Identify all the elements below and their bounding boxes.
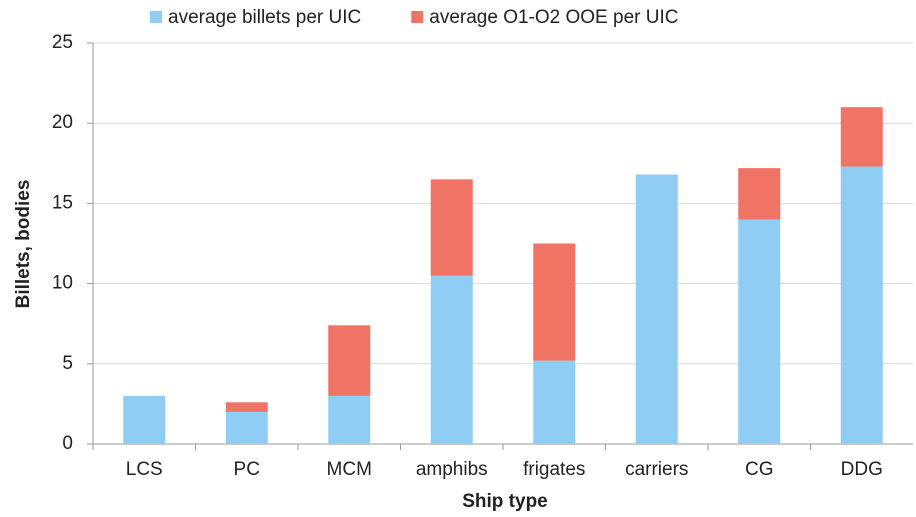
bar-segment <box>328 395 371 444</box>
bar-segment <box>635 174 678 444</box>
bar-segment <box>123 395 166 444</box>
x-tick-label: MCM <box>327 459 372 480</box>
x-tick-label: DDG <box>841 459 883 480</box>
legend-swatch <box>150 11 162 23</box>
bar-segment <box>738 168 781 220</box>
x-tick-label: LCS <box>126 459 163 480</box>
y-tick-label: 0 <box>62 433 73 454</box>
bar-segment <box>430 179 473 276</box>
x-tick-label: CG <box>745 459 774 480</box>
x-axis-title: Ship type <box>462 491 548 512</box>
bar-segment <box>430 275 473 444</box>
y-tick-label: 25 <box>52 32 73 53</box>
y-tick-label: 15 <box>52 192 73 213</box>
bar-segment <box>328 325 371 396</box>
bar-segment <box>225 411 268 444</box>
y-tick-label: 5 <box>62 353 73 374</box>
bar-segment <box>840 107 883 167</box>
x-tick-label: PC <box>234 459 260 480</box>
bar-segment <box>225 402 268 412</box>
y-tick-label: 10 <box>52 273 73 294</box>
legend-label: average O1-O2 OOE per UIC <box>429 7 678 28</box>
bar-segment <box>840 166 883 444</box>
bar-segment <box>533 243 576 361</box>
y-axis-title: Billets, bodies <box>13 180 34 309</box>
x-tick-label: frigates <box>523 459 585 480</box>
bar-segment <box>738 219 781 444</box>
legend-label: average billets per UIC <box>168 7 361 28</box>
x-tick-label: amphibs <box>416 459 488 480</box>
bar-segment <box>533 360 576 444</box>
y-tick-label: 20 <box>52 112 73 133</box>
legend-swatch <box>411 11 424 23</box>
x-tick-label: carriers <box>625 459 688 480</box>
